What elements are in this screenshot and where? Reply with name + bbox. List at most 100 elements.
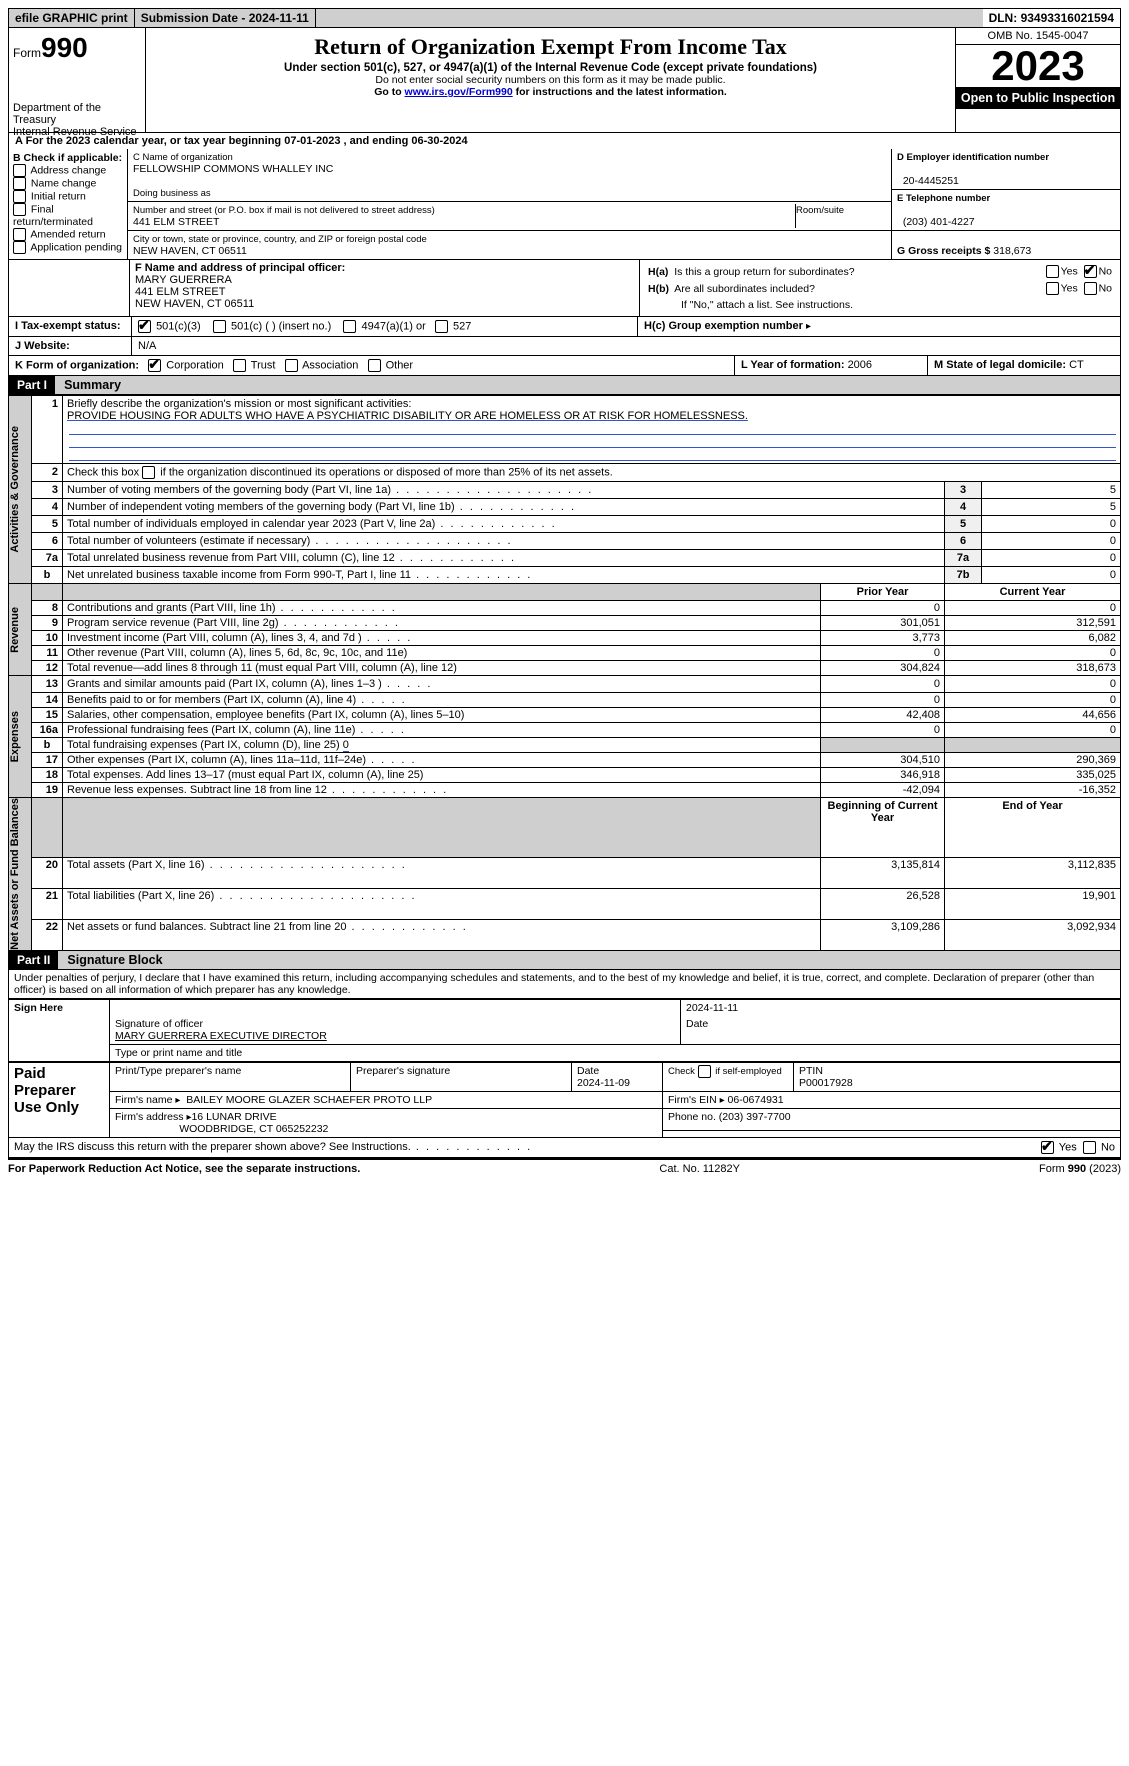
domicile-label: M State of legal domicile:	[934, 359, 1069, 371]
top-bar: efile GRAPHIC print Submission Date - 20…	[8, 8, 1121, 28]
chk-4947[interactable]	[343, 320, 356, 333]
officer-name: MARY GUERRERA	[135, 274, 232, 286]
form990-link[interactable]: www.irs.gov/Form990	[405, 86, 513, 98]
prior-year-header: Prior Year	[821, 584, 945, 601]
discuss-no[interactable]	[1083, 1141, 1096, 1154]
part1-bar: Part I Summary	[8, 376, 1121, 395]
hb-yes[interactable]	[1046, 282, 1059, 295]
check-name-change[interactable]	[13, 177, 26, 190]
l12-prior: 304,824	[821, 661, 945, 676]
firm-ein: 06-0674931	[728, 1094, 784, 1106]
hc-label: H(c) Group exemption number	[644, 320, 806, 332]
ptin-label: PTIN	[799, 1065, 823, 1077]
line5-val: 0	[982, 516, 1121, 533]
penalty-text: Under penalties of perjury, I declare th…	[8, 970, 1121, 999]
prep-sig-label: Preparer's signature	[356, 1065, 450, 1077]
website-label: J Website:	[15, 340, 70, 352]
summary-table: Activities & Governance 1 Briefly descri…	[8, 395, 1121, 951]
officer-city: NEW HAVEN, CT 06511	[135, 298, 254, 310]
dba-label: Doing business as	[133, 188, 211, 199]
org-name-label: C Name of organization	[133, 152, 233, 163]
efile-label[interactable]: efile GRAPHIC print	[9, 9, 135, 27]
current-year-header: Current Year	[945, 584, 1121, 601]
l8-prior: 0	[821, 601, 945, 616]
chk-501c[interactable]	[213, 320, 226, 333]
check-app-pending[interactable]	[13, 241, 26, 254]
box-f: F Name and address of principal officer:…	[130, 260, 640, 316]
form-subtitle: Under section 501(c), 527, or 4947(a)(1)…	[154, 62, 947, 74]
l15-curr: 44,656	[945, 708, 1121, 723]
type-name-label: Type or print name and title	[115, 1047, 242, 1059]
tax-period: A For the 2023 calendar year, or tax yea…	[8, 133, 1121, 149]
officer-sig: MARY GUERRERA EXECUTIVE DIRECTOR	[115, 1030, 327, 1042]
form-header: Form990 Department of the Treasury Inter…	[8, 28, 1121, 133]
check-final[interactable]	[13, 203, 26, 216]
chk-other[interactable]	[368, 359, 381, 372]
tab-net-assets: Net Assets or Fund Balances	[9, 798, 21, 950]
part2-label: Part II	[9, 951, 58, 969]
paid-preparer-label: Paid Preparer Use Only	[9, 1062, 110, 1137]
l19-curr: -16,352	[945, 783, 1121, 798]
line7b-val: 0	[982, 567, 1121, 584]
chk-trust[interactable]	[233, 359, 246, 372]
officer-label: F Name and address of principal officer:	[135, 262, 345, 274]
chk-527[interactable]	[435, 320, 448, 333]
line4-val: 5	[982, 499, 1121, 516]
tab-expenses: Expenses	[9, 711, 21, 762]
tab-revenue: Revenue	[9, 607, 21, 653]
tax-exempt-label: I Tax-exempt status:	[15, 320, 121, 332]
entity-block: B Check if applicable: Address change Na…	[8, 149, 1121, 260]
row-j: J Website: N/A	[8, 337, 1121, 356]
mission-text: PROVIDE HOUSING FOR ADULTS WHO HAVE A PS…	[67, 410, 748, 422]
firm-name: BAILEY MOORE GLAZER SCHAEFER PROTO LLP	[186, 1094, 432, 1106]
sig-officer-label: Signature of officer	[115, 1018, 203, 1030]
box-c: C Name of organization FELLOWSHIP COMMON…	[128, 149, 892, 259]
firm-addr1: 16 LUNAR DRIVE	[191, 1111, 276, 1123]
eoy-header: End of Year	[945, 798, 1121, 858]
spacer	[316, 16, 983, 20]
ha-yes[interactable]	[1046, 265, 1059, 278]
part1-label: Part I	[9, 376, 55, 394]
l10-prior: 3,773	[821, 631, 945, 646]
ein-label: D Employer identification number	[897, 152, 1049, 163]
phone-label: Phone no.	[668, 1111, 719, 1123]
firm-ein-label: Firm's EIN	[668, 1094, 720, 1106]
year-formation-label: L Year of formation:	[741, 359, 848, 371]
discuss-yes[interactable]	[1041, 1141, 1054, 1154]
chk-corp[interactable]	[148, 359, 161, 372]
box-b: B Check if applicable: Address change Na…	[9, 149, 128, 259]
chk-line2[interactable]	[142, 466, 155, 479]
l17-curr: 290,369	[945, 753, 1121, 768]
check-addr-change[interactable]	[13, 164, 26, 177]
line12-label: Total revenue—add lines 8 through 11 (mu…	[63, 661, 821, 676]
room-label: Room/suite	[796, 205, 844, 216]
chk-self-emp[interactable]	[698, 1065, 711, 1078]
l9-prior: 301,051	[821, 616, 945, 631]
form-footer: Form 990 (2023)	[1039, 1163, 1121, 1175]
chk-501c3[interactable]	[138, 320, 151, 333]
line3-label: Number of voting members of the governin…	[63, 482, 945, 499]
box-h: H(a) Is this a group return for subordin…	[640, 260, 1120, 316]
check-initial[interactable]	[13, 190, 26, 203]
prep-date-label: Date	[577, 1065, 599, 1077]
prep-name-label: Print/Type preparer's name	[115, 1065, 241, 1077]
check-amended[interactable]	[13, 228, 26, 241]
line9-label: Program service revenue (Part VIII, line…	[63, 616, 821, 631]
line6-val: 0	[982, 533, 1121, 550]
line13-label: Grants and similar amounts paid (Part IX…	[63, 676, 821, 693]
tax-year: 2023	[956, 45, 1120, 87]
part2-title: Signature Block	[61, 953, 162, 967]
chk-assoc[interactable]	[285, 359, 298, 372]
hb-no[interactable]	[1084, 282, 1097, 295]
ssn-note: Do not enter social security numbers on …	[154, 74, 947, 86]
officer-street: 441 ELM STREET	[135, 286, 225, 298]
box-deg: D Employer identification number 20-4445…	[892, 149, 1120, 259]
box-b-heading: B Check if applicable:	[13, 152, 122, 164]
ha-no[interactable]	[1084, 265, 1097, 278]
tel-label: E Telephone number	[897, 193, 990, 204]
org-name: FELLOWSHIP COMMONS WHALLEY INC	[133, 163, 333, 175]
prep-date: 2024-11-09	[577, 1077, 630, 1089]
l13-prior: 0	[821, 676, 945, 693]
street-label: Number and street (or P.O. box if mail i…	[133, 205, 435, 216]
l16a-curr: 0	[945, 723, 1121, 738]
